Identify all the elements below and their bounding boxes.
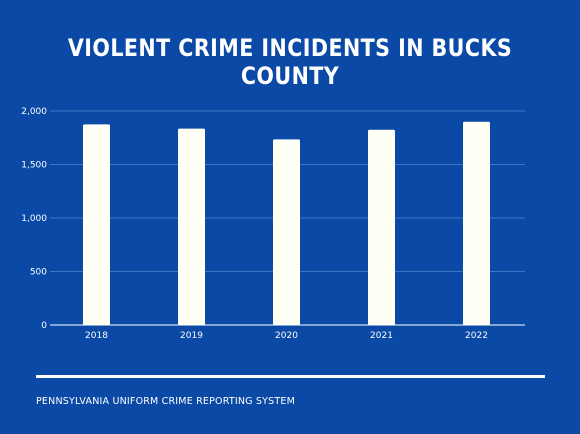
divider bbox=[36, 375, 545, 378]
chart-title: VIOLENT CRIME INCIDENTS IN BUCKS COUNTY bbox=[67, 34, 513, 90]
bar bbox=[83, 124, 110, 325]
y-tick-label: 1,500 bbox=[21, 161, 47, 171]
source-note: PENNSYLVANIA UNIFORM CRIME REPORTING SYS… bbox=[36, 396, 295, 407]
bar bbox=[178, 128, 205, 325]
x-tick-label: 2019 bbox=[180, 331, 203, 341]
x-tick-label: 2022 bbox=[465, 331, 488, 341]
x-tick-label: 2021 bbox=[370, 331, 393, 341]
y-tick-label: 2,000 bbox=[21, 107, 47, 117]
x-tick-label: 2020 bbox=[275, 331, 298, 341]
bar bbox=[463, 121, 490, 325]
x-tick-label: 2018 bbox=[85, 331, 108, 341]
bar bbox=[368, 129, 395, 325]
bar bbox=[273, 139, 300, 325]
y-tick-label: 500 bbox=[30, 268, 47, 278]
y-tick-label: 1,000 bbox=[21, 214, 47, 224]
y-tick-label: 0 bbox=[41, 321, 47, 331]
